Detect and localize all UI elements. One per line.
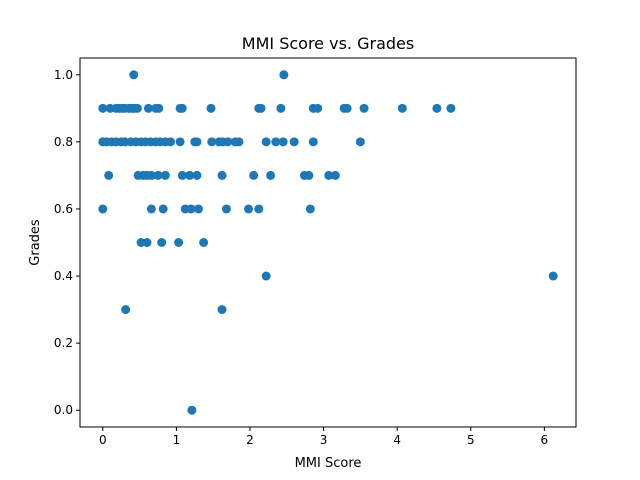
x-tick-label: 6	[541, 433, 549, 447]
data-point	[153, 170, 163, 180]
data-point	[132, 103, 142, 113]
data-point	[342, 103, 352, 113]
data-point	[175, 137, 185, 147]
data-point	[254, 204, 264, 214]
data-point	[193, 204, 203, 214]
data-point	[187, 405, 197, 415]
data-point	[129, 70, 139, 80]
data-point	[98, 103, 108, 113]
data-point	[174, 238, 184, 247]
data-point	[234, 137, 244, 147]
data-point	[146, 204, 156, 214]
data-point	[446, 103, 456, 113]
data-point	[192, 137, 202, 147]
data-point	[271, 137, 281, 147]
y-tick-label: 0.4	[54, 269, 73, 283]
data-point	[146, 170, 156, 180]
data-point	[177, 170, 187, 180]
data-point	[158, 204, 168, 214]
data-point	[177, 103, 187, 113]
y-axis-label: Grades	[28, 219, 43, 266]
y-tick-label: 1.0	[54, 68, 73, 82]
y-tick-label: 0.0	[54, 403, 73, 417]
data-point	[261, 271, 271, 281]
data-point	[304, 170, 314, 180]
data-point	[397, 103, 407, 113]
x-tick-label: 5	[467, 433, 475, 447]
data-points	[98, 70, 558, 415]
chart-title: MMI Score vs. Grades	[242, 34, 414, 53]
data-point	[432, 103, 442, 113]
data-point	[223, 137, 233, 147]
data-point	[154, 103, 164, 113]
data-point	[324, 170, 334, 180]
data-point	[143, 103, 153, 113]
data-point	[192, 170, 202, 180]
data-point	[166, 137, 176, 147]
data-point	[355, 137, 365, 147]
y-tick-label: 0.2	[54, 336, 73, 350]
data-point	[330, 170, 340, 180]
data-point	[289, 137, 299, 147]
x-tick-label: 3	[320, 433, 328, 447]
plot-area-frame	[79, 57, 577, 428]
data-point	[313, 103, 323, 113]
data-point	[186, 204, 196, 214]
data-point	[160, 170, 170, 180]
x-tick-label: 0	[99, 433, 107, 447]
data-point	[217, 170, 227, 180]
data-point	[276, 103, 286, 113]
y-tick-label: 0.6	[54, 202, 73, 216]
data-point	[305, 204, 315, 214]
data-point	[98, 204, 108, 214]
data-point	[244, 204, 254, 214]
y-tick-label: 0.8	[54, 135, 73, 149]
data-point	[308, 137, 318, 147]
data-point	[221, 204, 231, 214]
y-axis-ticks: 0.0 0.2 0.4 0.6 0.8 1.0	[54, 68, 80, 417]
data-point	[157, 238, 167, 247]
data-point	[199, 238, 209, 247]
data-point	[104, 170, 114, 180]
x-axis-ticks: 0 1 2 3 4 5 6	[99, 427, 548, 447]
x-tick-label: 1	[173, 433, 181, 447]
data-point	[206, 103, 216, 113]
data-point	[142, 238, 152, 247]
data-point	[279, 70, 289, 80]
data-point	[359, 103, 369, 113]
x-tick-label: 2	[246, 433, 254, 447]
data-point	[207, 137, 217, 147]
data-point	[261, 137, 271, 147]
x-axis-label: MMI Score	[295, 456, 362, 471]
data-point	[121, 305, 131, 315]
x-tick-label: 4	[393, 433, 401, 447]
data-point	[548, 271, 558, 281]
data-point	[266, 170, 276, 180]
data-point	[256, 103, 266, 113]
data-point	[249, 170, 259, 180]
data-point	[185, 170, 195, 180]
data-point	[217, 305, 227, 315]
data-point	[278, 137, 288, 147]
